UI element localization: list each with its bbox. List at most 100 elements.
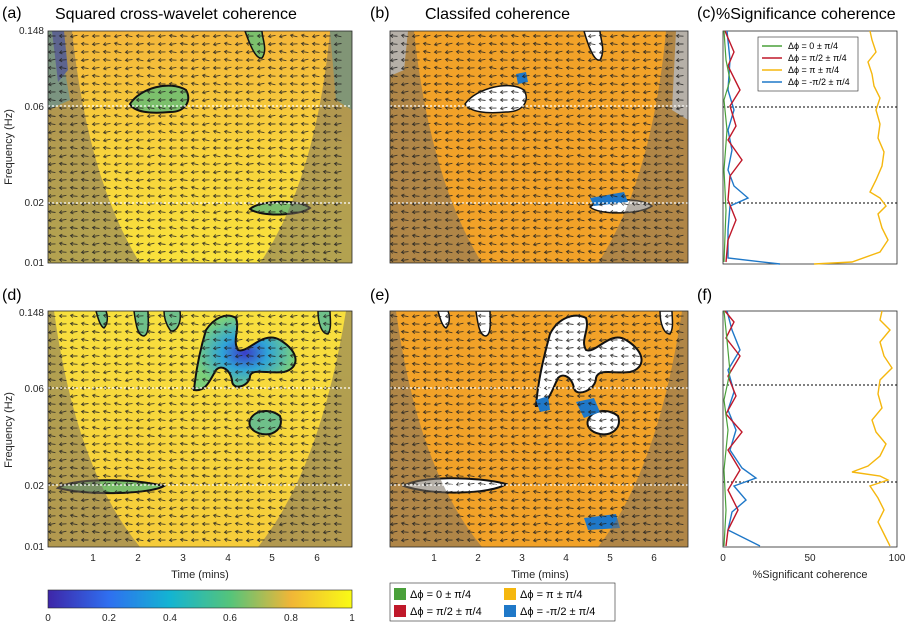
phase-arrow-icon <box>444 169 453 175</box>
phase-arrow-icon <box>455 209 464 215</box>
phase-arrow-icon <box>179 210 188 215</box>
phase-arrow-icon <box>311 121 320 127</box>
phase-arrow-icon <box>675 257 684 263</box>
phase-arrow-icon <box>499 169 508 175</box>
phase-arrow-icon <box>223 354 232 359</box>
phase-arrow-icon <box>234 466 243 471</box>
phase-arrow-icon <box>124 489 133 495</box>
phase-arrow-icon <box>565 233 574 238</box>
phase-arrow-icon <box>113 498 122 503</box>
phase-arrow-icon <box>433 474 442 479</box>
phase-arrow-icon <box>576 121 585 126</box>
phase-arrow-icon <box>102 233 111 238</box>
phase-arrow-icon <box>433 153 442 159</box>
phase-arrow-icon <box>466 313 475 319</box>
phase-arrow-icon <box>433 522 442 527</box>
phase-arrow-icon <box>521 49 530 55</box>
phase-arrow-icon <box>124 314 133 319</box>
phase-arrow-icon <box>554 257 563 262</box>
phase-arrow-icon <box>510 370 519 375</box>
phase-arrow-icon <box>322 97 331 103</box>
phase-arrow-icon <box>278 169 287 174</box>
phase-arrow-icon <box>510 441 519 446</box>
phase-arrow-icon <box>521 330 530 335</box>
phase-arrow-icon <box>521 481 530 487</box>
phase-arrow-icon <box>422 154 431 159</box>
phase-arrow-icon <box>477 121 486 127</box>
phase-arrow-icon <box>488 393 497 399</box>
phase-arrow-icon <box>102 497 111 503</box>
phase-arrow-icon <box>322 433 331 438</box>
phase-arrow-icon <box>300 449 309 455</box>
phase-arrow-icon <box>631 225 640 231</box>
phase-arrow-icon <box>422 377 431 383</box>
phase-arrow-icon <box>653 513 662 519</box>
phase-arrow-icon <box>333 89 342 95</box>
phase-arrow-icon <box>212 505 221 511</box>
phase-arrow-icon <box>146 162 155 167</box>
phase-arrow-icon <box>58 321 67 327</box>
phase-arrow-icon <box>201 146 210 151</box>
phase-arrow-icon <box>102 225 111 231</box>
phase-arrow-icon <box>300 537 309 543</box>
phase-arrow-icon <box>510 65 519 71</box>
phase-arrow-icon <box>631 257 640 262</box>
phase-arrow-icon <box>146 49 155 55</box>
phase-arrow-icon <box>488 33 497 39</box>
phase-arrow-icon <box>543 153 552 159</box>
phase-arrow-icon <box>576 513 585 519</box>
legend-bottom-label-blue: Δϕ = -π/2 ± π/4 <box>520 606 595 618</box>
phase-arrow-icon <box>620 490 629 495</box>
phase-arrow-icon <box>91 377 100 383</box>
phase-arrow-icon <box>69 329 78 335</box>
phase-arrow-icon <box>631 433 640 438</box>
phase-arrow-icon <box>157 441 166 447</box>
phase-arrow-icon <box>390 369 398 375</box>
phase-arrow-icon <box>631 169 640 174</box>
phase-arrow-icon <box>245 505 254 511</box>
phase-arrow-icon <box>289 457 298 463</box>
phase-arrow-icon <box>466 241 475 246</box>
phase-arrow-icon <box>653 49 662 55</box>
phase-arrow-icon <box>576 409 585 415</box>
phase-arrow-icon <box>499 473 508 479</box>
phase-arrow-icon <box>576 257 585 262</box>
phase-arrow-icon <box>609 217 618 223</box>
panel-d-label: (d) <box>2 287 22 304</box>
phase-arrow-icon <box>390 105 398 110</box>
phase-arrow-icon <box>598 50 607 55</box>
phase-arrow-icon <box>433 145 442 151</box>
phase-arrow-icon <box>521 473 530 478</box>
phase-arrow-icon <box>620 537 629 542</box>
phase-arrow-icon <box>190 41 199 47</box>
phase-arrow-icon <box>58 81 67 86</box>
phase-arrow-icon <box>576 497 585 503</box>
phase-arrow-icon <box>168 145 177 151</box>
phase-arrow-icon <box>124 401 133 407</box>
phase-arrow-icon <box>234 225 243 231</box>
phase-arrow-icon <box>113 529 122 535</box>
phase-arrow-icon <box>587 81 596 86</box>
phase-arrow-icon <box>267 146 276 151</box>
phase-arrow-icon <box>322 137 331 143</box>
phase-arrow-icon <box>48 130 56 135</box>
phase-arrow-icon <box>598 89 607 95</box>
series-c-red <box>724 30 743 263</box>
phase-arrow-icon <box>201 33 210 39</box>
phase-arrow-icon <box>48 505 56 511</box>
phase-arrow-icon <box>576 105 585 111</box>
phase-arrow-icon <box>113 521 122 527</box>
phase-arrow-icon <box>201 338 210 343</box>
phase-arrow-icon <box>598 186 607 191</box>
phase-arrow-icon <box>69 105 78 111</box>
phase-arrow-icon <box>675 129 684 135</box>
phase-arrow-icon <box>455 449 464 455</box>
phase-arrow-icon <box>201 233 210 239</box>
phase-arrow-icon <box>289 186 298 191</box>
phase-arrow-icon <box>576 98 585 103</box>
phase-arrow-icon <box>390 361 398 367</box>
phase-arrow-icon <box>91 458 100 463</box>
phase-arrow-icon <box>80 177 89 183</box>
phase-arrow-icon <box>477 393 486 398</box>
phase-arrow-icon <box>598 473 607 478</box>
